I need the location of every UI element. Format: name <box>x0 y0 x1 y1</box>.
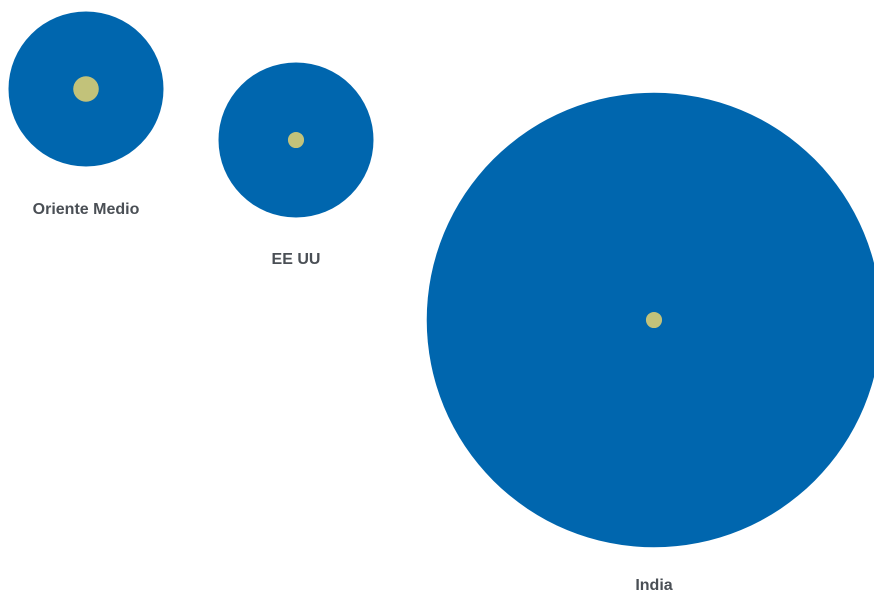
bubble-group-0: Oriente Medio <box>8 11 164 218</box>
inner-bubble-2 <box>645 311 663 329</box>
inner-bubble-1 <box>287 131 305 149</box>
bubble-label-0: Oriente Medio <box>33 201 140 218</box>
inner-bubble-0 <box>73 76 99 102</box>
bubble-label-2: India <box>635 577 672 594</box>
bubble-group-1: EE UU <box>218 62 374 268</box>
bubble-label-1: EE UU <box>272 251 321 268</box>
bubble-group-2: India <box>426 92 874 594</box>
